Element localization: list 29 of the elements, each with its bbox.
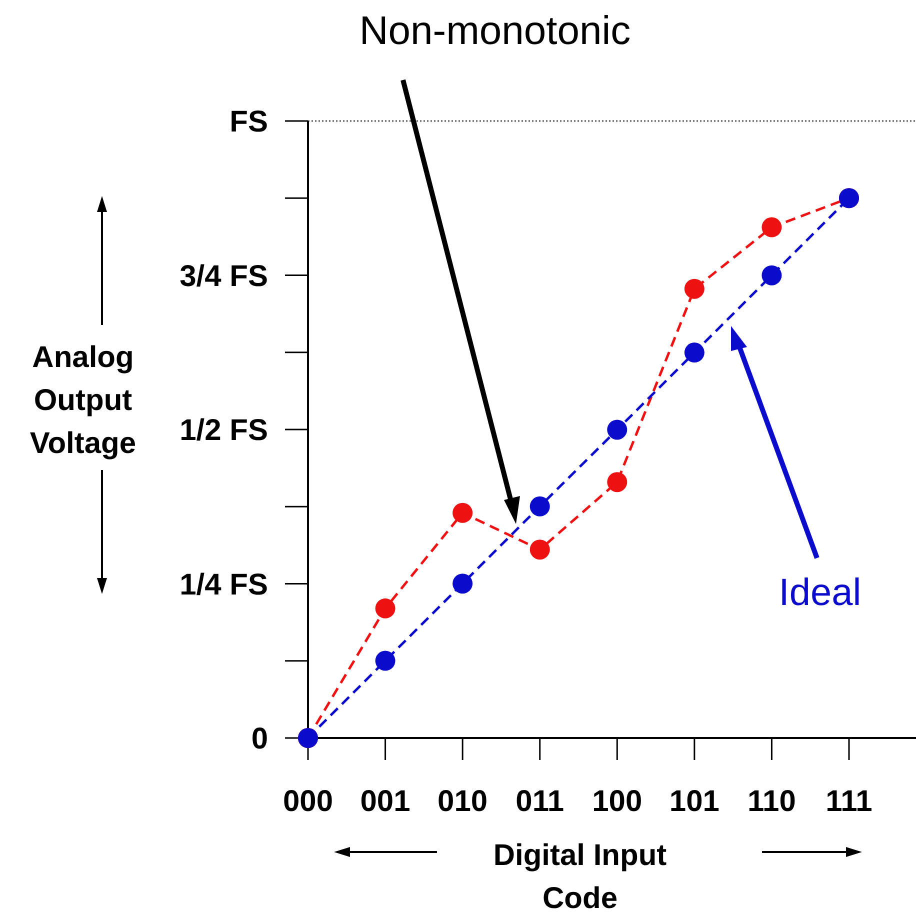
point — [530, 540, 550, 560]
x-tick-label: 001 — [360, 785, 410, 818]
text: 0 — [251, 722, 268, 756]
point — [530, 496, 550, 516]
point — [762, 217, 782, 238]
x-tick-label: 100 — [592, 785, 642, 818]
x-axis-title: Digital Input Code — [493, 839, 667, 913]
point — [452, 574, 473, 594]
x-tick-label: 110 — [748, 785, 796, 818]
text: Ideal — [778, 572, 862, 614]
x-tick-label: 101 — [669, 785, 720, 818]
x-tick-label: 000 — [282, 785, 334, 818]
point — [452, 502, 473, 523]
text: FS — [230, 106, 268, 138]
text: 3/4 FS — [180, 260, 268, 293]
text: 1/2 FS — [180, 414, 268, 447]
point — [607, 420, 628, 440]
point — [375, 598, 396, 618]
text: Non-monotonic — [359, 9, 631, 53]
text: 1/4 FS — [180, 568, 268, 602]
point — [684, 278, 704, 299]
point — [762, 265, 782, 286]
point — [684, 342, 704, 363]
x-tick-label: 111 — [826, 785, 872, 818]
x-tick-label: 011 — [516, 785, 564, 818]
point — [375, 650, 396, 671]
x-tick-label: 010 — [438, 785, 488, 818]
point — [607, 472, 628, 492]
y-axis-title: Analog Output Voltage — [30, 341, 136, 460]
